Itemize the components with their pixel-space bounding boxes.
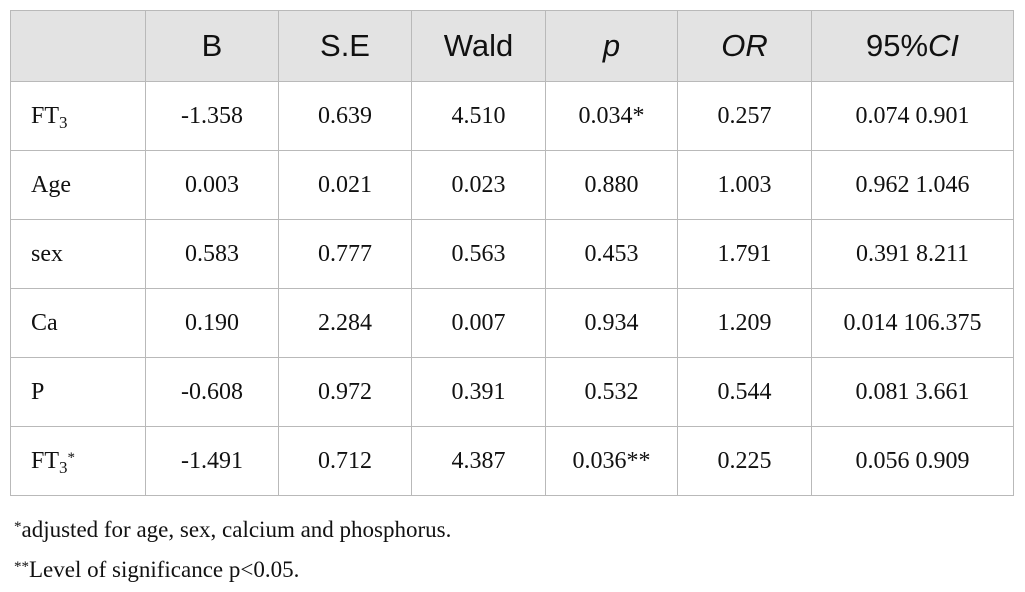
footnote-2-mark: ** [14,559,29,575]
table-cell: 0.014 106.375 [811,288,1014,358]
table-row: Ca 0.190 2.284 0.007 0.934 1.209 0.014 106.375 [10,288,1014,358]
footnote-1: *adjusted for age, sex, calcium and phos… [14,512,451,545]
header-cell-empty [10,10,146,82]
table-cell: 4.387 [411,426,546,496]
table-cell: 0.036** [545,426,678,496]
header-cell-se: S.E [278,10,412,82]
table-cell: 0.056 0.909 [811,426,1014,496]
header-cell-wald: Wald [411,10,546,82]
table-cell: 0.453 [545,219,678,289]
table-cell: 0.021 [278,150,412,220]
table-cell: 0.972 [278,357,412,427]
table-cell: -0.608 [145,357,279,427]
table-body: FT3 -1.358 0.639 4.510 0.034* 0.257 0.074 0.90… [10,81,1014,496]
row-label-text: sex [31,240,63,267]
row-label: FT3* [10,426,146,496]
footnotes: *adjusted for age, sex, calcium and phos… [14,512,451,592]
table-cell: 0.190 [145,288,279,358]
table-row: FT3* -1.491 0.712 4.387 0.036** 0.225 0.056 0.… [10,426,1014,496]
footnote-2-text: Level of significance p<0.05. [29,557,300,582]
footnote-1-mark: * [14,519,22,535]
table-cell: 0.712 [278,426,412,496]
header-row: B S.E Wald p OR 95%CI [10,10,1014,82]
table-cell: 0.532 [545,357,678,427]
table-cell: 0.023 [411,150,546,220]
row-label-subscript: 3 [59,112,68,132]
row-label-text: P [31,378,45,405]
table-cell: 0.007 [411,288,546,358]
row-label: P [10,357,146,427]
table-cell: 1.209 [677,288,812,358]
table-cell: 0.074 0.901 [811,81,1014,151]
footnote-2: **Level of significance p<0.05. [14,552,451,585]
table-cell: 0.003 [145,150,279,220]
row-label: FT3 [10,81,146,151]
table-cell: 0.962 1.046 [811,150,1014,220]
row-label: Age [10,150,146,220]
row-label-subscript: 3 [59,457,68,477]
row-label-text: Age [31,171,71,198]
footnote-1-text: adjusted for age, sex, calcium and phosp… [21,517,452,542]
table-cell: 4.510 [411,81,546,151]
table-cell: 0.544 [677,357,812,427]
header-cell-or: OR [677,10,812,82]
row-label-text: Ca [31,309,58,336]
table-row: FT3 -1.358 0.639 4.510 0.034* 0.257 0.074 0.90… [10,81,1014,151]
regression-table-container: B S.E Wald p OR 95%CI FT3 -1.358 0.639 4.51… [10,10,1014,496]
header-cell-b: B [145,10,279,82]
header-cell-ci: 95%CI [811,10,1014,82]
table-cell: 0.563 [411,219,546,289]
table-cell: 0.034* [545,81,678,151]
table-cell: 0.391 8.211 [811,219,1014,289]
table-cell: 0.880 [545,150,678,220]
table-cell: 0.081 3.661 [811,357,1014,427]
table-cell: -1.491 [145,426,279,496]
table-cell: 0.934 [545,288,678,358]
row-label-mark: * [67,449,76,466]
table-cell: 0.777 [278,219,412,289]
table-cell: 1.003 [677,150,812,220]
regression-table: B S.E Wald p OR 95%CI FT3 -1.358 0.639 4.51… [10,10,1014,496]
table-cell: 2.284 [278,288,412,358]
table-cell: 0.639 [278,81,412,151]
table-cell: 0.391 [411,357,546,427]
row-label: Ca [10,288,146,358]
table-row: sex 0.583 0.777 0.563 0.453 1.791 0.391 8.211 [10,219,1014,289]
table-cell: -1.358 [145,81,279,151]
table-cell: 1.791 [677,219,812,289]
table-cell: 0.257 [677,81,812,151]
table-row: P -0.608 0.972 0.391 0.532 0.544 0.081 3.661 [10,357,1014,427]
table-row: Age 0.003 0.021 0.023 0.880 1.003 0.962 1.046 [10,150,1014,220]
row-label-text: FT [31,447,60,474]
table-cell: 0.225 [677,426,812,496]
row-label: sex [10,219,146,289]
table-cell: 0.583 [145,219,279,289]
row-label-text: FT [31,102,60,129]
header-cell-p: p [545,10,678,82]
